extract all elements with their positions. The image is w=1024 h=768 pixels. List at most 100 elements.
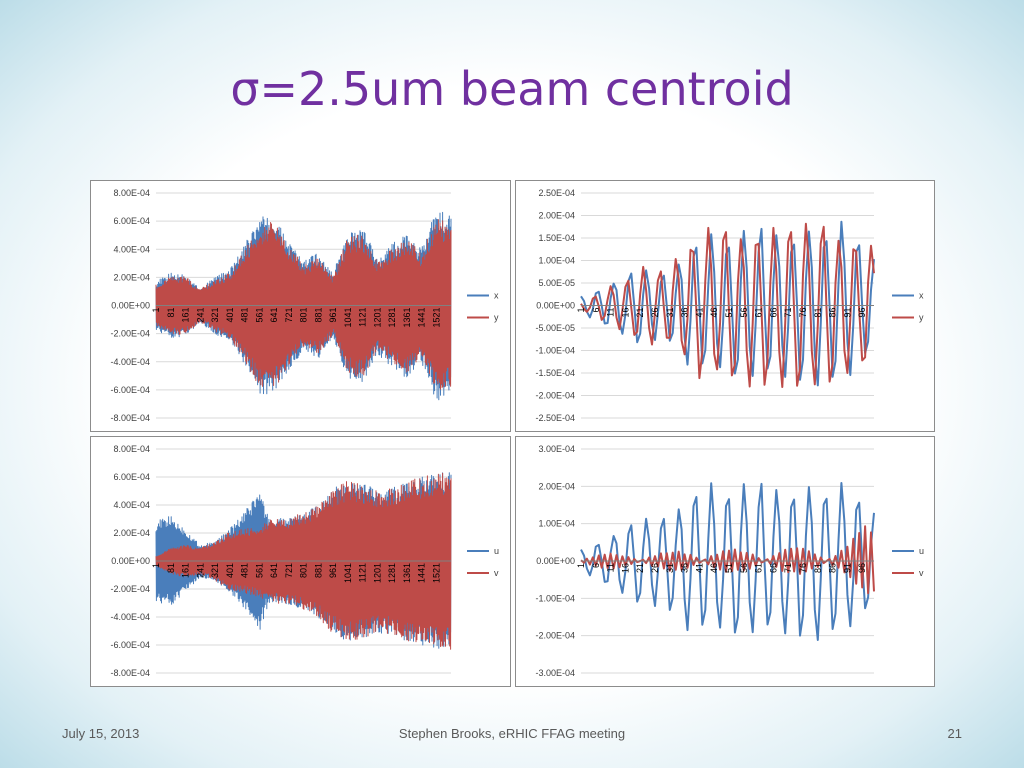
x-tick-label: 26 xyxy=(650,563,660,573)
x-tick-label: 21 xyxy=(635,563,645,573)
x-tick-label: 56 xyxy=(739,563,749,573)
y-tick-label: 6.00E-04 xyxy=(113,472,150,482)
series-line-u xyxy=(580,482,875,641)
x-tick-label: 11 xyxy=(606,563,616,572)
x-tick-label: 31 xyxy=(665,563,675,573)
series-line-v xyxy=(155,472,452,650)
y-tick-label: 8.00E-04 xyxy=(113,444,150,454)
y-tick-label: 2.00E-04 xyxy=(113,272,150,282)
x-tick-label: 1361 xyxy=(402,563,412,583)
x-tick-label: 801 xyxy=(299,308,309,323)
x-tick-label: 66 xyxy=(768,563,778,573)
chart-top-left-svg: 8.00E-04 6.00E-04 4.00E-04 2.00E-04 0.00E+00… xyxy=(110,188,499,423)
x-tick-label: 801 xyxy=(299,563,309,578)
x-tick-label: 41 xyxy=(694,563,704,573)
footer-date: July 15, 2013 xyxy=(62,726,140,741)
x-tick-label: 1441 xyxy=(417,563,427,583)
y-tick-label: 3.00E-04 xyxy=(538,444,575,454)
x-tick-label: 1201 xyxy=(372,308,382,328)
x-tick-label: 641 xyxy=(269,563,279,578)
y-tick-label: 8.00E-04 xyxy=(113,188,150,198)
x-tick-label: 161 xyxy=(181,308,191,323)
legend-label-v: v xyxy=(494,568,499,578)
y-tick-label: -2.50E-04 xyxy=(535,413,575,423)
chart-bottom-right-svg: 3.00E-04 2.00E-04 1.00E-04 0.00E+00 -1.00E-0… xyxy=(535,444,924,678)
footer-presenter: Stephen Brooks, eRHIC FFAG meeting xyxy=(398,726,626,741)
y-tick-label: -3.00E-04 xyxy=(535,668,575,678)
x-tick-label: 41 xyxy=(694,308,704,318)
x-tick-label: 721 xyxy=(284,563,294,578)
x-tick-label: 1 xyxy=(576,563,586,568)
x-tick-label: 46 xyxy=(709,308,719,318)
x-tick-label: 1521 xyxy=(431,308,441,328)
y-tick-label: -5.00E-05 xyxy=(535,323,575,333)
x-tick-label: 481 xyxy=(240,308,250,323)
chart-top-left: 8.00E-04 6.00E-04 4.00E-04 2.00E-04 0.00E+00… xyxy=(90,180,511,432)
y-tick-label: 0.00E+00 xyxy=(536,556,575,566)
x-tick-label: 71 xyxy=(783,563,793,573)
x-tick-label: 16 xyxy=(620,563,630,573)
x-tick-label: 71 xyxy=(783,308,793,318)
x-tick-label: 81 xyxy=(813,563,823,573)
y-tick-label: -6.00E-04 xyxy=(110,385,150,395)
x-tick-label: 16 xyxy=(620,308,630,318)
y-tick-label: 0.00E+00 xyxy=(111,556,150,566)
x-tick-label: 81 xyxy=(166,563,176,573)
x-tick-label: 56 xyxy=(739,308,749,318)
x-tick-label: 46 xyxy=(709,563,719,573)
x-tick-label: 76 xyxy=(798,563,808,573)
y-tick-label: -2.00E-04 xyxy=(110,329,150,339)
x-tick-label: 721 xyxy=(284,308,294,323)
legend-label-x: x xyxy=(919,291,924,301)
y-tick-label: 6.00E-04 xyxy=(113,216,150,226)
chart-bottom-right: 3.00E-04 2.00E-04 1.00E-04 0.00E+00 -1.00E-0… xyxy=(515,436,935,687)
x-tick-label: 61 xyxy=(754,563,764,573)
x-tick-label: 51 xyxy=(724,563,734,573)
y-tick-label: 1.00E-04 xyxy=(538,256,575,266)
x-tick-label: 641 xyxy=(269,308,279,323)
x-tick-label: 961 xyxy=(328,563,338,578)
y-tick-label: -1.00E-04 xyxy=(535,346,575,356)
y-tick-label: -2.00E-04 xyxy=(535,391,575,401)
x-tick-label: 1 xyxy=(151,308,161,313)
y-tick-label: 2.00E-04 xyxy=(538,211,575,221)
series-line-y xyxy=(155,219,452,390)
x-tick-label: 26 xyxy=(650,308,660,318)
x-tick-label: 321 xyxy=(210,308,220,323)
legend-label-y: y xyxy=(919,313,924,323)
y-tick-label: 5.00E-05 xyxy=(538,278,575,288)
y-tick-label: -8.00E-04 xyxy=(110,413,150,423)
y-tick-label: 4.00E-04 xyxy=(113,500,150,510)
legend-label-v: v xyxy=(919,568,924,578)
x-tick-label: 81 xyxy=(813,308,823,318)
x-tick-label: 11 xyxy=(606,308,616,317)
legend-label-u: u xyxy=(919,546,924,556)
x-tick-label: 76 xyxy=(798,308,808,318)
x-tick-label: 1281 xyxy=(387,308,397,328)
y-tick-label: -2.00E-04 xyxy=(110,584,150,594)
x-tick-label: 61 xyxy=(754,308,764,318)
y-tick-label: 0.00E+00 xyxy=(536,301,575,311)
x-tick-label: 1441 xyxy=(417,308,427,328)
x-tick-label: 1041 xyxy=(343,308,353,328)
x-tick-label: 241 xyxy=(195,308,205,323)
y-tick-label: 1.00E-04 xyxy=(538,519,575,529)
y-tick-label: -4.00E-04 xyxy=(110,612,150,622)
y-tick-label: -6.00E-04 xyxy=(110,640,150,650)
x-tick-label: 81 xyxy=(166,308,176,318)
x-tick-label: 21 xyxy=(635,308,645,318)
x-tick-label: 1041 xyxy=(343,563,353,583)
x-tick-label: 36 xyxy=(680,308,690,318)
x-tick-label: 481 xyxy=(240,563,250,578)
x-tick-label: 881 xyxy=(313,563,323,578)
x-tick-label: 1 xyxy=(576,308,586,313)
legend-label-y: y xyxy=(494,313,499,323)
x-tick-label: 241 xyxy=(195,563,205,578)
y-tick-label: -1.00E-04 xyxy=(535,593,575,603)
x-tick-label: 1121 xyxy=(358,563,368,582)
x-tick-label: 321 xyxy=(210,563,220,578)
x-tick-label: 1 xyxy=(151,563,161,568)
x-tick-label: 36 xyxy=(680,563,690,573)
x-tick-label: 881 xyxy=(313,308,323,323)
x-tick-label: 961 xyxy=(328,308,338,323)
